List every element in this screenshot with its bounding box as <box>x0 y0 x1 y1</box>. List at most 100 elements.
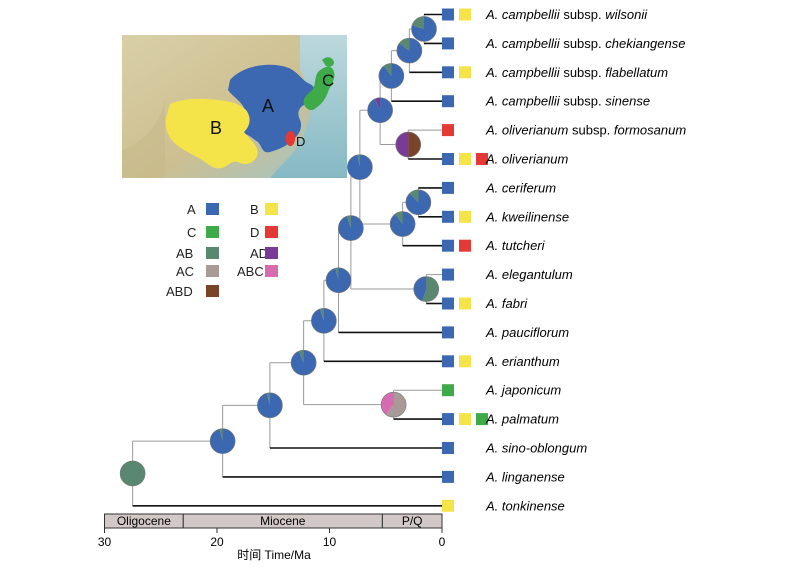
node-pie <box>378 63 405 89</box>
pie-slice <box>405 189 431 215</box>
axis-tick-label: 0 <box>439 535 446 549</box>
taxon-label: A. pauciflorum <box>485 325 569 340</box>
legend-label-d: D <box>250 225 259 240</box>
node-pie <box>290 349 317 376</box>
node-pie <box>338 215 364 241</box>
node-pie <box>311 307 337 334</box>
taxon-labels: A. campbellii subsp. wilsonii A. campbell… <box>485 7 686 513</box>
taxon-label: A. tonkinense <box>485 498 565 513</box>
pie-outline <box>257 392 283 419</box>
legend-label-ab: AB <box>176 246 193 261</box>
tip-area-box <box>442 413 454 426</box>
pie-outline <box>413 276 440 302</box>
taxon-label: A. kweilinense <box>485 209 569 224</box>
pie-slice <box>320 308 324 321</box>
pie-outline <box>290 349 317 376</box>
map-region-b <box>165 98 258 169</box>
pie-outline <box>338 215 364 241</box>
pie-outline <box>209 428 236 454</box>
tip-area-box <box>442 442 454 454</box>
pie-slice <box>291 350 317 376</box>
map-label-b: B <box>210 118 222 138</box>
taxon-label: A. linganense <box>485 469 565 484</box>
epoch-label: Oligocene <box>117 514 171 528</box>
tip-area-box <box>442 499 454 512</box>
map-region-c-islands <box>322 57 334 67</box>
axis-tick-label: 20 <box>210 535 224 549</box>
map-label-d: D <box>296 134 305 149</box>
tip-area-box <box>442 8 454 21</box>
pie-outline <box>378 63 405 89</box>
node-pie <box>413 276 440 302</box>
pie-slice <box>374 97 381 111</box>
pie-outline <box>347 154 373 180</box>
tip-area-box <box>442 124 454 137</box>
legend-swatch-d <box>265 226 278 238</box>
legend-swatch-abd <box>206 285 219 297</box>
tip-area-box <box>442 66 454 79</box>
pie-outline <box>311 307 337 334</box>
taxon-label: A. sino-oblongum <box>485 441 587 456</box>
tip-area-box <box>476 153 488 165</box>
tip-area-box <box>442 153 454 165</box>
map-region-a <box>228 64 316 153</box>
pie-slice <box>413 276 427 301</box>
tip-area-box <box>459 8 471 21</box>
pie-slice <box>381 392 394 415</box>
tip-area-box <box>442 355 454 368</box>
tip-area-box <box>459 413 471 426</box>
map-region-c <box>303 66 335 111</box>
legend-label-a: A <box>187 202 196 217</box>
pie-slice <box>399 38 410 51</box>
pie-slice <box>257 392 283 418</box>
tip-area-boxes <box>442 8 488 512</box>
pie-outline <box>396 37 423 64</box>
pie-slice <box>347 215 351 229</box>
node-pie <box>257 392 283 419</box>
epoch-label: P/Q <box>402 514 423 528</box>
tip-area-box <box>442 95 454 108</box>
node-pie <box>325 267 352 294</box>
tip-area-box <box>442 268 454 281</box>
pie-slice <box>210 428 236 454</box>
legend-swatch-ab <box>206 247 219 259</box>
node-pie <box>411 16 437 42</box>
taxon-label: A. campbellii subsp. chekiangense <box>485 36 685 51</box>
taxon-label: A. campbellii subsp. sinense <box>485 94 650 109</box>
map-label-a: A <box>262 96 274 116</box>
ancestral-area-pies <box>119 16 440 487</box>
pie-outline <box>325 267 352 294</box>
pie-slice <box>408 132 421 158</box>
pie-slice <box>266 392 270 406</box>
time-scale: Oligocene Miocene P/Q 30 20 10 0 <box>98 513 446 549</box>
pie-slice <box>119 460 146 487</box>
tip-area-box <box>442 297 454 310</box>
pie-slice <box>390 211 416 237</box>
taxon-label: A. erianthum <box>485 354 560 369</box>
legend-swatch-abc <box>265 265 278 277</box>
axis-title: 时间 Time/Ma <box>237 548 311 562</box>
tip-area-box <box>442 326 454 339</box>
taxon-label: A. fabri <box>485 296 528 311</box>
pie-outline <box>389 211 416 237</box>
pie-slice <box>325 267 351 293</box>
pie-slice <box>357 154 360 168</box>
node-pie <box>209 428 236 454</box>
node-pie <box>119 460 146 487</box>
tip-area-box <box>442 470 454 483</box>
pie-slice <box>409 189 419 203</box>
legend-label-abc: ABC <box>237 264 264 279</box>
tip-area-box <box>442 384 454 397</box>
distribution-map: A B C D <box>122 35 347 178</box>
node-pie <box>367 97 393 124</box>
pie-slice <box>311 308 337 334</box>
taxon-label: A. elegantulum <box>485 267 573 282</box>
pie-slice <box>338 215 364 241</box>
tip-area-box <box>442 210 454 223</box>
pie-slice <box>335 267 339 281</box>
pie-slice <box>412 16 424 29</box>
axis-tick-label: 10 <box>323 535 337 549</box>
